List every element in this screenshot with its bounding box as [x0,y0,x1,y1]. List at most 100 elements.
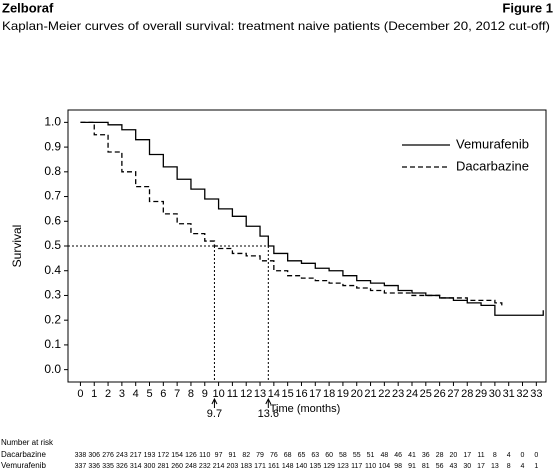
survival-curve [80,121,503,306]
x-tick-label: 25 [420,388,432,400]
risk-count: 48 [380,452,388,459]
risk-row-name: Vemurafenib [1,461,46,470]
risk-table-title: Number at risk [1,438,54,447]
x-tick-label: 17 [309,388,321,400]
risk-count: 260 [171,463,183,470]
risk-count: 58 [339,452,347,459]
legend-label: Vemurafenib [456,136,529,151]
annotation-label: 13.6 [258,408,279,420]
y-axis-label: Survival [10,225,24,268]
risk-count: 335 [102,463,114,470]
risk-count: 60 [325,452,333,459]
risk-count: 68 [284,452,292,459]
annotation-arrowhead [211,397,218,405]
risk-count: 76 [270,452,278,459]
survival-curve [80,121,544,316]
risk-count: 104 [379,463,391,470]
risk-count: 314 [130,463,142,470]
risk-count: 91 [408,463,416,470]
risk-count: 0 [521,452,525,459]
y-tick-label: 1.0 [44,115,61,129]
risk-count: 232 [199,463,211,470]
y-tick-label: 0.0 [44,362,61,376]
risk-count: 326 [116,463,128,470]
risk-count: 243 [116,452,128,459]
x-tick-label: 26 [433,388,445,400]
x-tick-label: 29 [475,388,487,400]
risk-count: 36 [422,452,430,459]
x-tick-label: 1 [91,388,97,400]
x-tick-label: 14 [268,388,280,400]
risk-count: 337 [75,463,87,470]
risk-count: 154 [171,452,183,459]
risk-count: 8 [507,463,511,470]
risk-count: 56 [436,463,444,470]
figure-label: Figure 1 [502,0,553,15]
risk-count: 135 [309,463,321,470]
risk-count: 248 [185,463,197,470]
risk-count: 171 [254,463,266,470]
x-tick-label: 30 [489,388,501,400]
risk-count: 117 [351,463,362,470]
risk-count: 123 [337,463,349,470]
risk-count: 51 [367,452,375,459]
risk-count: 55 [353,452,361,459]
brand: Zelboraf [2,0,54,15]
risk-count: 46 [394,452,402,459]
risk-count: 161 [268,463,280,470]
y-tick-label: 0.9 [44,139,61,153]
y-tick-label: 0.1 [44,337,61,351]
risk-count: 63 [311,452,319,459]
y-tick-label: 0.4 [44,263,61,277]
risk-count: 20 [450,452,458,459]
risk-count: 79 [256,452,264,459]
risk-count: 4 [507,452,511,459]
risk-count: 110 [199,452,210,459]
risk-count: 0 [534,452,538,459]
x-tick-label: 21 [364,388,376,400]
risk-count: 98 [394,463,402,470]
x-tick-label: 11 [227,388,238,400]
y-tick-label: 0.7 [44,189,61,203]
risk-count: 203 [227,463,239,470]
x-tick-label: 15 [282,388,294,400]
x-tick-label: 16 [295,388,307,400]
annotation-arrowhead [265,397,272,405]
x-tick-label: 19 [337,388,349,400]
risk-count: 30 [463,463,471,470]
y-tick-label: 0.2 [44,312,61,326]
y-tick-label: 0.6 [44,213,61,227]
x-tick-label: 27 [447,388,459,400]
y-tick-label: 0.8 [44,164,61,178]
risk-count: 65 [298,452,306,459]
risk-count: 172 [157,452,169,459]
risk-count: 82 [242,452,250,459]
x-tick-label: 2 [105,388,111,400]
risk-count: 41 [408,452,416,459]
x-tick-label: 3 [119,388,125,400]
x-tick-label: 18 [323,388,335,400]
x-tick-label: 22 [378,388,390,400]
risk-count: 338 [75,452,87,459]
x-tick-label: 0 [77,388,83,400]
x-tick-label: 32 [516,388,528,400]
risk-count: 11 [477,452,484,459]
x-tick-label: 24 [406,388,418,400]
x-tick-label: 20 [351,388,363,400]
risk-count: 1 [534,463,538,470]
x-tick-label: 8 [188,388,194,400]
x-tick-label: 13 [254,388,266,400]
risk-count: 306 [88,452,100,459]
risk-count: 214 [213,463,225,470]
annotation-label: 9.7 [207,408,222,420]
x-tick-label: 7 [174,388,180,400]
risk-count: 81 [422,463,430,470]
x-tick-label: 9 [202,388,208,400]
risk-count: 13 [491,463,499,470]
x-axis-label: Time (months) [270,403,341,415]
x-tick-label: 23 [392,388,404,400]
risk-count: 183 [240,463,252,470]
x-tick-label: 31 [503,388,515,400]
x-tick-label: 12 [240,388,252,400]
